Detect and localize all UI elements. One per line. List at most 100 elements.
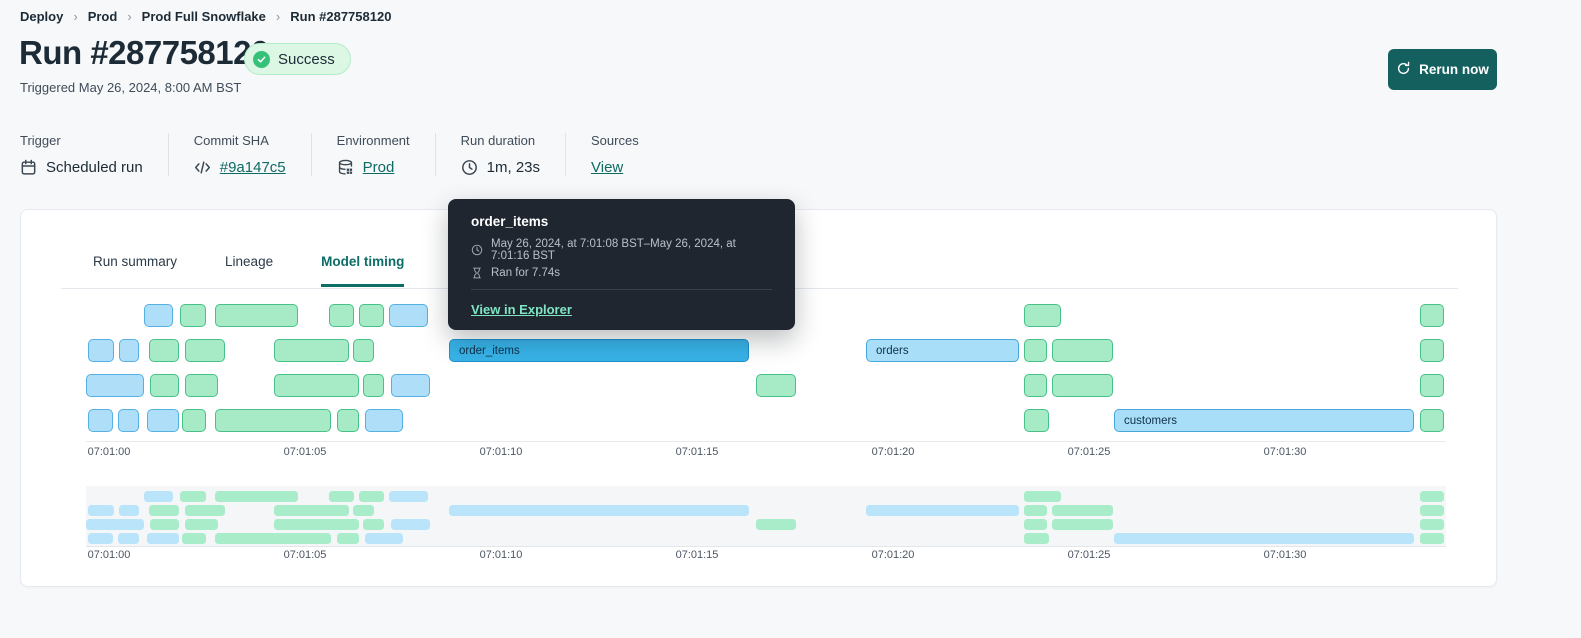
meta-value-link[interactable]: #9a147c5 xyxy=(219,159,286,176)
gantt-bar[interactable] xyxy=(88,409,113,432)
meta-value-link[interactable]: View xyxy=(591,159,624,176)
gantt-bar[interactable] xyxy=(182,409,206,432)
gantt-bar[interactable] xyxy=(1024,304,1061,327)
gantt-bar[interactable] xyxy=(1024,409,1049,432)
brush-bar xyxy=(337,533,359,544)
rerun-now-button[interactable]: Rerun now xyxy=(1388,49,1497,90)
gantt-bar[interactable] xyxy=(1052,374,1113,397)
timeline-brush[interactable] xyxy=(86,486,1446,547)
axis-tick-label: 07:01:25 xyxy=(1067,549,1111,561)
gantt-bar[interactable] xyxy=(1420,409,1444,432)
tab-run-summary[interactable]: Run summary xyxy=(93,254,178,269)
axis-tick-label: 07:01:25 xyxy=(1067,446,1111,458)
gantt-row xyxy=(86,374,1446,397)
view-in-explorer-link[interactable]: View in Explorer xyxy=(471,302,572,317)
gantt-bar[interactable] xyxy=(88,339,114,362)
brush-bar xyxy=(274,519,359,530)
brush-bar xyxy=(182,533,206,544)
gantt-bar[interactable] xyxy=(365,409,403,432)
model-timing-gantt: order_items orders customers xyxy=(86,298,1446,438)
brush-bar xyxy=(391,519,430,530)
gantt-bar[interactable] xyxy=(215,304,298,327)
axis-tick-label: 07:01:15 xyxy=(675,549,719,561)
gantt-bar[interactable] xyxy=(180,304,206,327)
axis-tick-label: 07:01:10 xyxy=(479,549,523,561)
meta-trigger: Trigger Scheduled run xyxy=(20,133,169,176)
brush-bar xyxy=(1024,505,1047,516)
gantt-bar[interactable] xyxy=(353,339,374,362)
brush-bar xyxy=(1024,533,1049,544)
gantt-bar[interactable] xyxy=(359,304,384,327)
tooltip-detail-row: Ran for 7.74s xyxy=(471,267,772,279)
gantt-bar[interactable] xyxy=(119,339,139,362)
meta-sources: Sources View xyxy=(591,133,664,176)
gantt-bar-customers[interactable]: customers xyxy=(1114,409,1414,432)
gantt-bar[interactable] xyxy=(1024,339,1047,362)
gantt-row xyxy=(86,304,1446,327)
brush-bar xyxy=(1052,505,1113,516)
gantt-bar[interactable] xyxy=(185,374,218,397)
gantt-bar[interactable] xyxy=(150,374,179,397)
tooltip-model-name: order_items xyxy=(471,214,549,229)
gantt-bar[interactable] xyxy=(274,374,359,397)
gantt-row: customers xyxy=(86,409,1446,432)
gantt-bar[interactable] xyxy=(1052,339,1113,362)
gantt-bar[interactable] xyxy=(1024,374,1047,397)
gantt-bar[interactable] xyxy=(363,374,384,397)
gantt-bar[interactable] xyxy=(149,339,179,362)
brush-bar xyxy=(1420,491,1444,502)
gantt-bar-orders[interactable]: orders xyxy=(866,339,1019,362)
brush-bar xyxy=(215,491,298,502)
gantt-bar[interactable] xyxy=(329,304,354,327)
brush-bar xyxy=(1420,519,1444,530)
breadcrumb-item-deploy[interactable]: Deploy xyxy=(20,9,64,24)
gantt-row: order_items orders xyxy=(86,339,1446,362)
gantt-bar[interactable] xyxy=(1420,374,1444,397)
axis-tick-label: 07:01:00 xyxy=(87,446,131,458)
brush-bar xyxy=(363,519,384,530)
gantt-bar[interactable] xyxy=(86,374,144,397)
axis-tick-label: 07:01:05 xyxy=(283,549,327,561)
meta-label: Trigger xyxy=(20,133,61,148)
gantt-bar[interactable] xyxy=(1420,339,1444,362)
brush-bar xyxy=(1114,533,1414,544)
gantt-bar[interactable] xyxy=(391,374,430,397)
meta-environment: Environment Prod xyxy=(337,133,436,176)
breadcrumb-item-prod-full-snowflake[interactable]: Prod Full Snowflake xyxy=(141,9,266,24)
brush-bar xyxy=(449,505,749,516)
gantt-bar[interactable] xyxy=(756,374,796,397)
tab-model-timing[interactable]: Model timing xyxy=(321,254,405,287)
hourglass-icon xyxy=(471,267,483,279)
gantt-bar[interactable] xyxy=(144,304,173,327)
meta-value: 1m, 23s xyxy=(486,159,540,176)
gantt-bar[interactable] xyxy=(389,304,428,327)
gantt-bar[interactable] xyxy=(274,339,349,362)
gantt-bar-order-items[interactable]: order_items xyxy=(449,339,749,362)
breadcrumb-item-prod[interactable]: Prod xyxy=(87,9,118,24)
meta-run-duration: Run duration 1m, 23s xyxy=(461,133,566,176)
brush-bar xyxy=(756,519,796,530)
status-badge: Success xyxy=(244,43,351,75)
brush-bar xyxy=(144,491,173,502)
meta-label: Commit SHA xyxy=(193,133,269,148)
tab-lineage[interactable]: Lineage xyxy=(225,254,274,269)
check-circle-icon xyxy=(253,50,270,68)
gantt-bar[interactable] xyxy=(215,409,331,432)
tooltip-detail-text: May 26, 2024, at 7:01:08 BST–May 26, 202… xyxy=(491,238,736,262)
gantt-bar[interactable] xyxy=(1420,304,1444,327)
brush-bar xyxy=(353,505,374,516)
brush-bar xyxy=(119,505,139,516)
axis-tick-label: 07:01:05 xyxy=(283,446,327,458)
brush-bar xyxy=(359,491,384,502)
brush-bar xyxy=(88,533,113,544)
gantt-bar[interactable] xyxy=(118,409,139,432)
brush-bar xyxy=(389,491,428,502)
brush-bar xyxy=(365,533,403,544)
meta-value-link[interactable]: Prod xyxy=(362,159,395,176)
gantt-bar[interactable] xyxy=(185,339,225,362)
gantt-bar[interactable] xyxy=(337,409,359,432)
axis-tick-label: 07:01:15 xyxy=(675,446,719,458)
gantt-bar[interactable] xyxy=(147,409,179,432)
breadcrumb-item-run-287758120[interactable]: Run #287758120 xyxy=(290,9,392,24)
